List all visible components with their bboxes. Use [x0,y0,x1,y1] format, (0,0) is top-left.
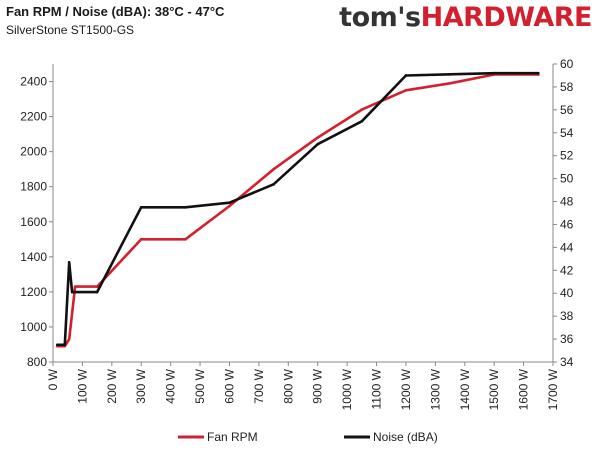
noise-data-point [404,74,408,77]
fan-rpm-data-point [228,204,231,208]
noise-data-point [63,343,67,347]
fan-rpm-data-point [360,108,364,111]
x-tick-label: 400 W [164,368,178,403]
left-y-tick-label: 1000 [20,320,47,334]
noise-data-point [228,201,231,204]
left-y-tick-label: 1400 [20,250,47,264]
right-y-tick-label: 46 [560,217,574,231]
fan-rpm-data-point [404,88,408,92]
left-y-tick-label: 1800 [20,180,47,194]
left-y-tick-label: 1600 [20,215,47,229]
fan-rpm-data-point [448,81,452,85]
brand-logo: tom's HARDWARE [339,2,592,42]
right-y-tick-label: 60 [560,57,574,71]
left-y-tick-label: 2000 [20,145,47,159]
x-tick-label: 600 W [222,368,236,403]
noise-data-point [70,290,74,294]
x-tick-label: 100 W [75,368,89,403]
x-tick-label: 1100 W [370,368,384,409]
noise-data-point [272,183,275,186]
noise-data-point [73,290,77,294]
x-tick-label: 1700 W [546,368,560,410]
x-tick-label: 1200 W [399,368,413,410]
right-y-tick-label: 52 [560,149,574,163]
noise-data-point [67,260,71,264]
noise-data-point [492,71,496,75]
right-y-tick-label: 40 [560,286,574,300]
logo-part-2: HARDWARE [420,2,593,33]
noise-data-point [95,290,99,294]
noise-data-point [448,73,452,76]
x-tick-label: 300 W [134,368,148,403]
x-tick-label: 1400 W [458,368,472,410]
left-y-tick-label: 2200 [20,110,47,124]
right-y-tick-label: 50 [560,172,574,186]
noise-legend-label: Noise (dBA) [373,430,438,444]
x-tick-label: 1300 W [428,368,442,410]
noise-data-point [56,343,59,347]
fan-rpm-data-point [272,167,275,171]
x-tick-label: 1500 W [487,368,501,410]
right-y-tick-label: 38 [560,309,574,323]
noise-series-line [56,71,540,347]
x-tick-label: 0 W [46,368,60,390]
right-y-tick-label: 34 [560,355,574,369]
right-y-tick-label: 44 [560,240,574,254]
noise-data-point [536,71,540,75]
left-y-tick-label: 800 [27,355,47,369]
chart-title: Fan RPM / Noise (dBA): 38°C - 47°C [6,4,225,19]
fan-rpm-data-point [316,136,320,139]
right-y-tick-label: 48 [560,195,574,209]
fan-rpm-data-point [95,285,99,288]
noise-data-point [360,120,364,123]
fan-rpm-series-line [56,73,540,348]
fan-rpm-data-point [184,237,187,241]
x-tick-label: 900 W [311,368,325,403]
x-tick-label: 800 W [281,368,295,403]
noise-data-point [139,205,143,209]
fan-rpm-data-point [73,285,77,288]
x-tick-label: 700 W [252,368,266,403]
fan-rpm-legend-label: Fan RPM [207,430,258,444]
x-tick-label: 1600 W [517,368,531,410]
right-y-tick-label: 58 [560,80,574,94]
noise-data-point [184,205,187,209]
noise-data-point [316,142,320,146]
left-y-tick-label: 2400 [20,75,47,89]
x-tick-label: 1000 W [340,368,354,410]
right-y-tick-label: 42 [560,263,574,277]
fan-rpm-data-point [139,237,143,241]
fan-rpm-data-point [67,337,71,341]
x-tick-label: 200 W [105,368,119,403]
right-y-tick-label: 36 [560,332,574,346]
right-y-tick-label: 54 [560,126,574,140]
logo-part-1: tom's [339,2,421,33]
chart-subtitle: SilverStone ST1500-GS [6,23,135,37]
x-tick-label: 500 W [193,368,207,403]
left-y-tick-label: 1200 [20,285,47,299]
right-y-tick-label: 56 [560,103,574,117]
